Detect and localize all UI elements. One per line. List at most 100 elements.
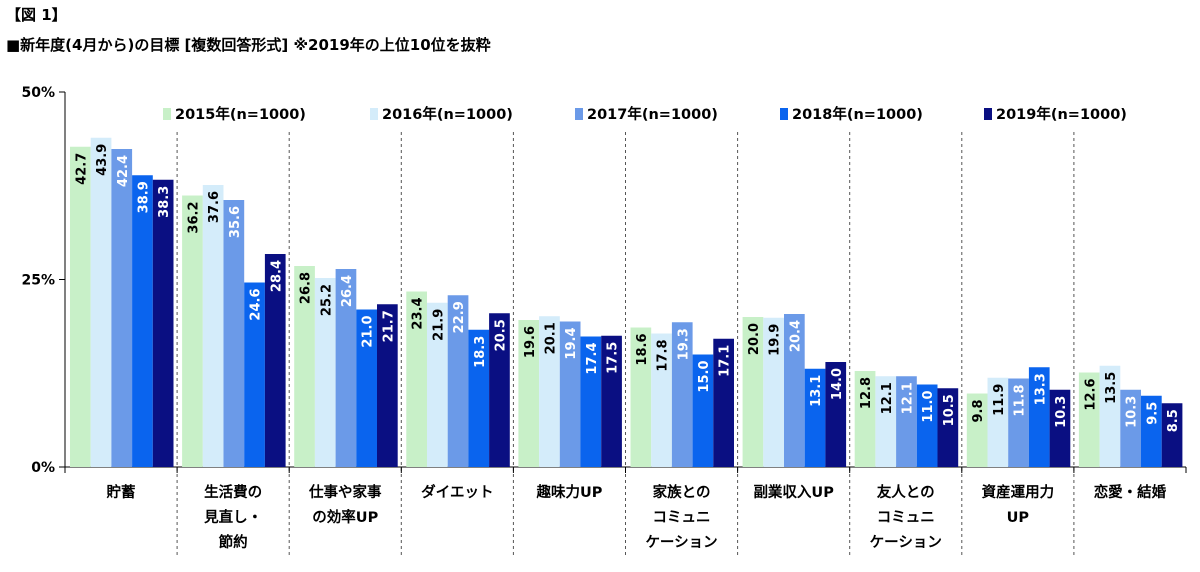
y-tick-label: 0% <box>31 460 55 476</box>
category-label: ケーション <box>645 534 717 551</box>
bar-2017-cat-8 <box>1008 378 1029 467</box>
bar-2018-cat-9 <box>1141 395 1162 467</box>
category-label: 友人との <box>877 483 935 501</box>
data-label: 37.6 <box>207 191 222 223</box>
legend-label: 2015年(n=1000) <box>175 105 306 123</box>
data-label: 17.1 <box>718 345 733 377</box>
data-label: 19.6 <box>523 326 538 358</box>
bar-2018-cat-5 <box>692 354 714 467</box>
bar-2017-cat-9 <box>1120 389 1141 467</box>
bar-2019-cat-2 <box>377 304 398 467</box>
data-label: 26.4 <box>340 275 355 307</box>
bar-2016-cat-8 <box>987 377 1009 467</box>
bar-2016-cat-4 <box>539 316 560 467</box>
category-label: 家族との <box>653 483 711 501</box>
bar-2017-cat-1 <box>223 200 245 467</box>
legend-swatch <box>370 108 378 120</box>
bar-2017-cat-2 <box>335 269 357 467</box>
legend-label: 2016年(n=1000) <box>382 105 513 123</box>
data-label: 11.9 <box>992 384 1007 416</box>
bar-2015-cat-7 <box>854 371 876 467</box>
category-label: コミュニ <box>653 510 711 526</box>
legend-label: 2018年(n=1000) <box>792 105 923 123</box>
data-label: 36.2 <box>186 202 201 234</box>
data-label: 8.5 <box>1166 409 1181 432</box>
bar-2018-cat-4 <box>580 336 602 467</box>
data-label: 20.5 <box>493 319 508 351</box>
figure-label: 【図 1】 <box>6 6 67 24</box>
category-label: 見直し・ <box>203 508 262 526</box>
data-label: 11.0 <box>921 391 936 423</box>
category-label: 恋愛・結婚 <box>1094 483 1167 501</box>
data-label: 15.0 <box>697 361 712 393</box>
bar-2015-cat-1 <box>182 195 203 467</box>
category-label: ダイエット <box>421 483 493 501</box>
bar-2019-cat-9 <box>1161 403 1183 467</box>
data-label: 13.5 <box>1104 372 1119 404</box>
bar-2019-cat-0 <box>152 179 174 467</box>
category-label: ケーション <box>870 534 942 551</box>
bar-2017-cat-5 <box>671 322 693 467</box>
data-label: 10.5 <box>942 394 957 426</box>
legend-swatch <box>984 108 992 120</box>
data-label: 20.1 <box>543 322 558 354</box>
data-label: 11.8 <box>1013 385 1028 417</box>
data-label: 43.9 <box>95 144 110 176</box>
data-label: 12.6 <box>1083 379 1098 411</box>
category-label: 趣味力UP <box>535 483 602 501</box>
bar-2016-cat-5 <box>651 333 672 467</box>
data-label: 10.3 <box>1054 396 1069 428</box>
y-tick-label: 25% <box>21 273 55 289</box>
data-label: 13.3 <box>1033 373 1048 405</box>
category-label: 節約 <box>219 533 248 551</box>
legend-swatch <box>780 108 788 120</box>
data-label: 13.1 <box>809 375 824 407</box>
data-label: 12.8 <box>859 377 874 409</box>
data-label: 25.2 <box>319 284 334 316</box>
bar-2015-cat-4 <box>518 320 540 467</box>
bar-2016-cat-0 <box>90 137 112 467</box>
bar-2016-cat-6 <box>763 317 784 467</box>
bar-2019-cat-7 <box>937 388 959 467</box>
category-label: 仕事や家事 <box>308 483 382 501</box>
bar-2018-cat-3 <box>468 329 490 467</box>
bar-2018-cat-2 <box>356 309 377 467</box>
bar-2017-cat-3 <box>447 295 469 467</box>
bar-2015-cat-9 <box>1078 372 1100 467</box>
bar-2016-cat-9 <box>1099 365 1121 467</box>
bar-2016-cat-1 <box>202 185 224 467</box>
bar-2016-cat-7 <box>875 376 897 467</box>
bar-2019-cat-5 <box>713 338 734 467</box>
data-label: 17.8 <box>656 340 671 372</box>
bar-2017-cat-7 <box>896 376 917 467</box>
data-label: 42.7 <box>74 153 89 185</box>
bar-2019-cat-3 <box>489 313 510 467</box>
data-label: 38.9 <box>136 181 151 213</box>
bar-2018-cat-1 <box>244 282 265 467</box>
bar-2019-cat-6 <box>825 362 847 467</box>
bar-2015-cat-3 <box>406 291 427 467</box>
data-label: 12.1 <box>900 382 915 414</box>
bar-2019-cat-8 <box>1049 389 1071 467</box>
bar-2015-cat-6 <box>742 317 764 467</box>
bar-2018-cat-8 <box>1028 367 1050 467</box>
bar-2015-cat-5 <box>630 327 652 467</box>
data-label: 12.1 <box>880 382 895 414</box>
bar-2018-cat-7 <box>916 384 938 467</box>
data-label: 19.3 <box>676 328 691 360</box>
bar-2017-cat-0 <box>111 149 133 467</box>
bar-2015-cat-2 <box>294 266 315 467</box>
bar-2018-cat-0 <box>132 175 153 467</box>
data-label: 18.3 <box>473 336 488 368</box>
bar-2019-cat-4 <box>601 335 622 467</box>
data-label: 38.3 <box>157 186 172 218</box>
data-label: 21.9 <box>431 309 446 341</box>
data-label: 19.9 <box>768 324 783 356</box>
legend-label: 2017年(n=1000) <box>587 105 718 123</box>
data-label: 17.4 <box>585 343 600 375</box>
legend-swatch <box>163 108 171 120</box>
category-label: 生活費の <box>204 483 262 501</box>
category-label: 貯蓄 <box>107 483 136 501</box>
bar-2016-cat-2 <box>314 278 336 467</box>
